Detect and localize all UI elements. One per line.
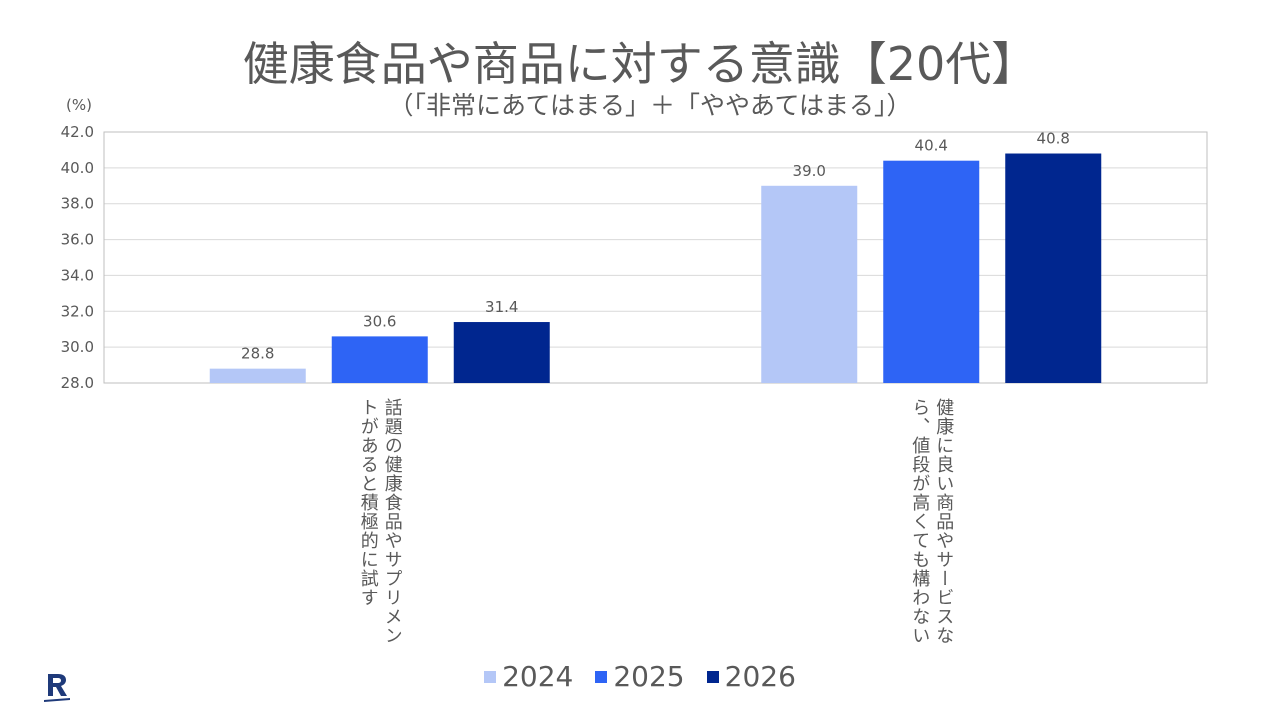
data-label-2025-0: 30.6 bbox=[363, 312, 396, 330]
y-tick-label: 32.0 bbox=[61, 302, 94, 320]
legend-label-2026: 2026 bbox=[724, 660, 796, 693]
legend: 2024 2025 2026 bbox=[0, 660, 1280, 693]
data-label-2024-1: 39.0 bbox=[793, 162, 826, 180]
legend-item-2025: 2025 bbox=[595, 660, 685, 693]
data-label-2026-1: 40.8 bbox=[1037, 130, 1070, 148]
category-label-0: 話題の健康食品やサプリメントがあると積極的に試す bbox=[357, 398, 403, 645]
legend-label-2025: 2025 bbox=[613, 660, 685, 693]
chart-subtitle: （「非常にあてはまる」＋「ややあてはまる」） bbox=[388, 91, 912, 120]
bar-2025-0 bbox=[331, 336, 428, 383]
legend-swatch-2024 bbox=[484, 670, 497, 683]
plot-area-border bbox=[103, 131, 1208, 384]
rakuten-r-logo-icon bbox=[44, 674, 70, 702]
bar-2026-0 bbox=[453, 322, 550, 383]
data-label-2026-0: 31.4 bbox=[485, 298, 518, 316]
category-label-1: 健康に良い商品やサービスなら、値段が高くても構わない bbox=[909, 398, 955, 645]
legend-label-2024: 2024 bbox=[502, 660, 574, 693]
y-tick-label: 40.0 bbox=[61, 159, 94, 177]
y-tick-label: 42.0 bbox=[61, 123, 94, 141]
bar-2024-1 bbox=[761, 185, 858, 383]
y-tick-label: 34.0 bbox=[61, 266, 94, 284]
bar-2026-1 bbox=[1005, 153, 1102, 383]
data-label-2025-1: 40.4 bbox=[915, 137, 948, 155]
legend-swatch-2026 bbox=[706, 670, 719, 683]
y-axis-unit-label: (%) bbox=[66, 96, 92, 114]
data-label-2024-0: 28.8 bbox=[241, 345, 274, 363]
legend-item-2024: 2024 bbox=[484, 660, 573, 693]
legend-swatch-2025 bbox=[595, 670, 608, 683]
y-tick-label: 30.0 bbox=[61, 338, 94, 356]
bar-2025-1 bbox=[883, 160, 980, 383]
bar-chart: 42.0 40.0 38.0 36.0 34.0 32.0 30.0 28.0 28.8 30.6… bbox=[61, 123, 1208, 392]
y-tick-label: 38.0 bbox=[61, 195, 94, 213]
y-tick-label: 28.0 bbox=[61, 374, 94, 392]
y-tick-label: 36.0 bbox=[61, 231, 94, 249]
legend-item-2026: 2026 bbox=[706, 660, 796, 693]
bar-2024-0 bbox=[209, 368, 306, 383]
chart-title: 健康食品や商品に対する意識【20代】 bbox=[242, 37, 1038, 91]
